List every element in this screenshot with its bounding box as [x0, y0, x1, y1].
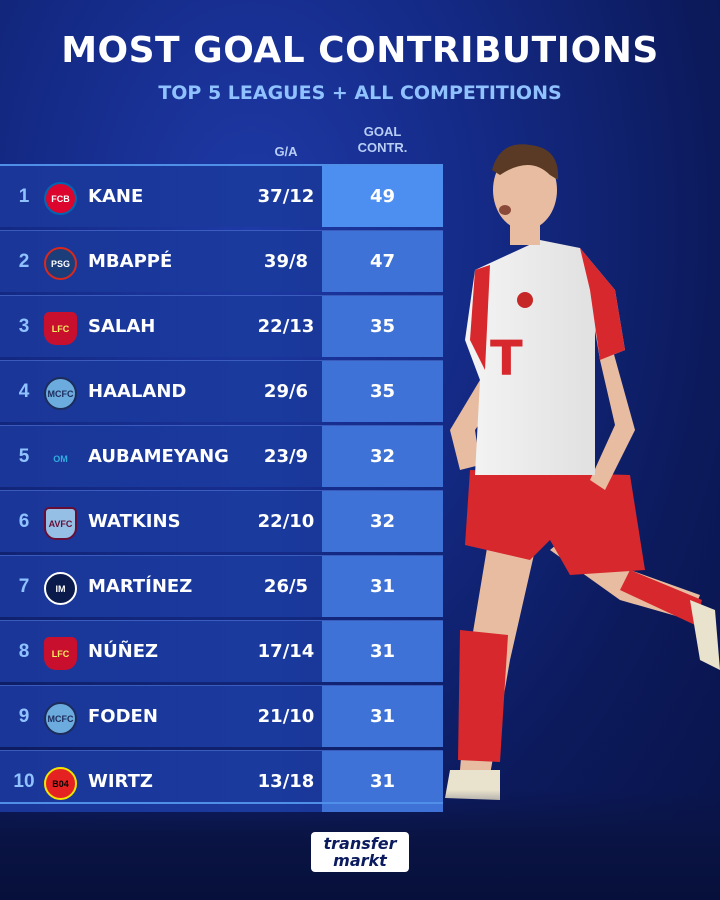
rank-number: 2: [18, 250, 30, 272]
table-row: 1 FCB KANE 37/12 49: [0, 164, 443, 227]
table-row: 10 B04 WIRTZ 13/18 31: [0, 750, 443, 812]
ranking-table: 1 FCB KANE 37/12 49 2 PSG MBAPPÉ 39/8 47 3 LFC SALAH…: [0, 164, 443, 815]
marseille-crest-icon: OM: [53, 453, 68, 464]
goal-contributions-value: 31: [322, 686, 443, 747]
goals-assists-value: 17/14: [257, 641, 315, 662]
logo-line1: transfer: [323, 834, 397, 853]
goal-contributions-value: 35: [322, 296, 443, 357]
psg-crest-icon: PSG: [44, 247, 77, 280]
goal-contributions-value: 49: [322, 166, 443, 227]
player-name: SALAH: [88, 316, 156, 337]
table-row: 6 AVFC WATKINS 22/10 32: [0, 490, 443, 552]
page-subtitle: TOP 5 LEAGUES + ALL COMPETITIONS: [158, 82, 562, 104]
goal-contributions-value: 32: [322, 491, 443, 552]
goal-contributions-value: 31: [322, 556, 443, 617]
goals-assists-value: 23/9: [263, 446, 309, 467]
ga-header-label: G/A: [274, 144, 298, 159]
player-name: AUBAMEYANG: [88, 446, 229, 467]
table-row: 8 LFC NÚÑEZ 17/14 31: [0, 620, 443, 682]
goals-assists-value: 39/8: [263, 251, 309, 272]
svg-text:T: T: [490, 331, 523, 387]
table-bottom-rule: [0, 802, 443, 804]
rank-number: 10: [13, 770, 35, 792]
leverkusen-crest-icon: B04: [44, 767, 77, 800]
goal-contributions-value: 35: [322, 361, 443, 422]
goal-contributions-value: 47: [322, 231, 443, 292]
table-row: 9 MCFC FODEN 21/10 31: [0, 685, 443, 747]
goal-contributions-value: 31: [322, 621, 443, 682]
goals-assists-value: 22/13: [257, 316, 315, 337]
bayern-crest-icon: FCB: [44, 182, 77, 215]
page-title: MOST GOAL CONTRIBUTIONS: [61, 30, 659, 71]
goals-assists-value: 22/10: [257, 511, 315, 532]
aston-villa-crest-icon: AVFC: [44, 507, 77, 540]
player-name: FODEN: [88, 706, 158, 727]
man-city-crest-icon: MCFC: [44, 702, 77, 735]
logo-line2: markt: [333, 851, 387, 870]
inter-crest-icon: IM: [44, 572, 77, 605]
man-city-crest-icon: MCFC: [44, 377, 77, 410]
player-name: WATKINS: [88, 511, 181, 532]
goal-contributions-value: 31: [322, 751, 443, 812]
liverpool-crest-icon: LFC: [44, 312, 77, 345]
goals-assists-value: 37/12: [257, 186, 315, 207]
rank-number: 6: [18, 510, 30, 532]
player-name: MBAPPÉ: [88, 251, 173, 272]
goal-contributions-value: 32: [322, 426, 443, 487]
transfermarkt-logo: transfer markt: [311, 832, 409, 872]
table-row: 3 LFC SALAH 22/13 35: [0, 295, 443, 357]
ga-column-header: G/A: [250, 144, 322, 160]
rank-number: 4: [18, 380, 30, 402]
rank-number: 9: [18, 705, 30, 727]
liverpool-crest-icon: LFC: [44, 637, 77, 670]
goals-assists-value: 26/5: [263, 576, 309, 597]
player-name: KANE: [88, 186, 144, 207]
goals-assists-value: 29/6: [263, 381, 309, 402]
player-name: WIRTZ: [88, 771, 153, 792]
gc-column-header: GOAL CONTR.: [322, 124, 443, 156]
rank-number: 7: [18, 575, 30, 597]
gc-header-line2: CONTR.: [357, 140, 408, 155]
gc-header-line1: GOAL: [363, 124, 402, 139]
player-name: MARTÍNEZ: [88, 576, 193, 597]
table-row: 2 PSG MBAPPÉ 39/8 47: [0, 230, 443, 292]
player-name: HAALAND: [88, 381, 187, 402]
rank-number: 8: [18, 640, 30, 662]
rank-number: 1: [18, 185, 30, 207]
rank-number: 3: [18, 315, 30, 337]
table-row: 4 MCFC HAALAND 29/6 35: [0, 360, 443, 422]
player-name: NÚÑEZ: [88, 641, 159, 662]
player-photo: T: [445, 144, 720, 800]
table-row: 5 OM AUBAMEYANG 23/9 32: [0, 425, 443, 487]
goals-assists-value: 13/18: [257, 771, 315, 792]
goals-assists-value: 21/10: [257, 706, 315, 727]
table-row: 7 IM MARTÍNEZ 26/5 31: [0, 555, 443, 617]
rank-number: 5: [18, 445, 30, 467]
